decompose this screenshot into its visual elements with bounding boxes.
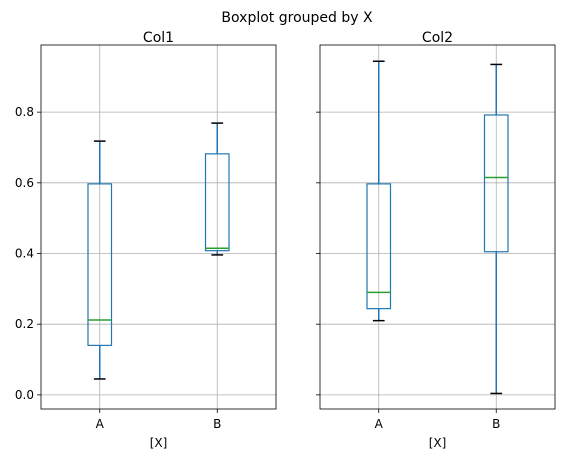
- iqr-box: [87, 183, 113, 346]
- axes-frame: [40, 44, 277, 410]
- y-tick-label: 0.6: [15, 176, 34, 190]
- x-tick-label: A: [375, 417, 384, 431]
- x-axis-label: [X]: [150, 436, 168, 450]
- y-tick-label: 0.2: [15, 317, 34, 331]
- x-tick-label: B: [492, 417, 500, 431]
- x-axis-label: [X]: [429, 436, 447, 450]
- figure-suptitle: Boxplot grouped by X: [221, 10, 373, 26]
- box-a: [87, 140, 113, 380]
- y-tick-label: 0.8: [15, 105, 34, 119]
- y-tick-label: 0.0: [15, 388, 34, 402]
- box-b: [204, 122, 230, 256]
- x-tick-label: B: [213, 417, 221, 431]
- axes-frame: [319, 44, 556, 410]
- iqr-box: [483, 114, 509, 253]
- box-b: [483, 63, 509, 395]
- iqr-box: [366, 183, 392, 310]
- subplot-col1: Col1 [X] 0.0 0.2 0.4 0.6 0.8 A B: [15, 30, 277, 450]
- box-a: [366, 60, 392, 322]
- x-tick-label: A: [96, 417, 105, 431]
- y-tick-label: 0.4: [15, 247, 34, 261]
- subplot-title: Col1: [143, 30, 174, 46]
- iqr-box: [204, 153, 230, 252]
- subplot-title: Col2: [422, 30, 453, 46]
- subplot-col2: Col2 [X] A B: [316, 30, 556, 450]
